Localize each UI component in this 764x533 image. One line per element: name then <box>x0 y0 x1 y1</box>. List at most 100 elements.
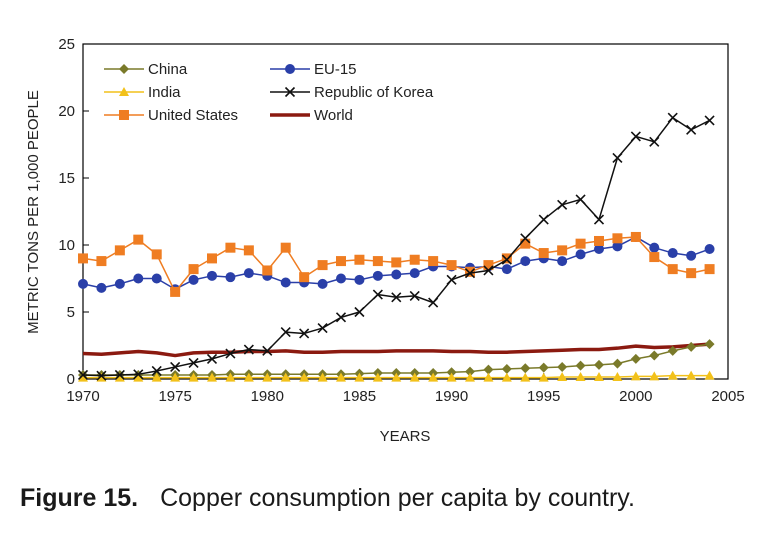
data-point-india <box>612 371 623 381</box>
data-point-united-states <box>538 248 549 259</box>
legend-label: EU-15 <box>314 61 357 78</box>
data-point-india <box>649 371 660 381</box>
data-point-india <box>243 372 254 382</box>
data-point-china <box>594 359 604 370</box>
x-tick-label: 1975 <box>158 388 191 405</box>
x-axis-title: YEARS <box>380 428 431 445</box>
data-point-united-states <box>151 249 162 260</box>
data-point-india <box>409 372 420 382</box>
y-axis-title: METRIC TONS PER 1,000 PEOPLE <box>25 90 42 334</box>
figure-label: Figure 15. <box>20 484 139 512</box>
data-point-china <box>630 353 641 364</box>
data-point-eu-15 <box>575 249 586 260</box>
data-point-united-states <box>372 256 383 267</box>
data-point-eu-15 <box>520 256 531 267</box>
data-point-republic-of-korea <box>483 265 494 276</box>
data-point-republic-of-korea <box>243 344 254 355</box>
data-point-united-states <box>336 256 346 267</box>
legend-item-united-states: United States <box>104 107 238 124</box>
legend-item-world: World <box>270 107 353 124</box>
data-point-republic-of-korea <box>667 112 678 123</box>
data-point-united-states <box>465 266 475 277</box>
legend: China EU-15 India Republic of Korea United S… <box>104 61 434 124</box>
data-point-china <box>465 366 475 377</box>
data-point-india <box>133 372 144 382</box>
data-point-republic-of-korea <box>446 274 457 285</box>
data-point-united-states <box>225 242 236 253</box>
legend-item-republic-of-korea: Republic of Korea <box>270 84 434 101</box>
data-point-eu-15 <box>391 269 402 280</box>
data-point-india <box>483 372 494 382</box>
plot-frame <box>82 43 729 380</box>
caption-text: Copper consumption per capita by country… <box>160 484 635 512</box>
data-point-united-states <box>483 260 494 271</box>
series-line-world <box>82 342 710 358</box>
series-india <box>78 370 715 382</box>
y-tick-label: 5 <box>67 304 75 321</box>
data-point-united-states <box>409 254 420 265</box>
data-point-eu-15 <box>317 278 328 289</box>
data-point-china <box>483 364 494 375</box>
data-point-eu-15 <box>649 242 660 253</box>
x-tick-label: 1970 <box>66 388 99 405</box>
data-point-republic-of-korea <box>501 254 512 265</box>
data-point-eu-15 <box>207 270 217 281</box>
y-tick-label: 25 <box>58 36 75 53</box>
data-point-china <box>501 363 512 374</box>
data-point-united-states <box>243 245 254 256</box>
data-point-republic-of-korea <box>77 369 89 381</box>
data-point-united-states <box>501 253 512 264</box>
legend-swatch-marker <box>119 64 129 74</box>
data-point-india <box>501 372 512 382</box>
data-point-republic-of-korea <box>593 214 605 225</box>
data-point-united-states <box>280 242 291 253</box>
data-point-republic-of-korea <box>151 365 162 377</box>
data-point-india <box>428 372 439 382</box>
data-point-republic-of-korea <box>280 327 291 338</box>
data-point-republic-of-korea <box>133 369 144 380</box>
legend-swatch-marker <box>285 64 295 74</box>
legend-label: World <box>314 107 353 124</box>
data-point-united-states <box>630 231 641 242</box>
x-tick-label: 2005 <box>711 388 744 405</box>
data-point-united-states <box>594 235 604 246</box>
data-point-china <box>667 345 678 356</box>
x-tick-label: 1985 <box>343 388 376 405</box>
data-point-china <box>612 358 623 369</box>
data-point-republic-of-korea <box>704 115 715 126</box>
data-point-republic-of-korea <box>170 361 181 373</box>
legend-label: China <box>148 61 188 78</box>
data-point-india <box>667 370 678 380</box>
data-point-china <box>446 367 457 378</box>
data-point-republic-of-korea <box>538 214 549 225</box>
data-point-china <box>649 350 660 361</box>
data-point-india <box>594 371 604 381</box>
data-point-republic-of-korea <box>206 353 218 364</box>
data-point-india <box>446 372 457 382</box>
data-point-india <box>207 372 217 382</box>
data-point-eu-15 <box>280 277 291 288</box>
series-united-states <box>78 231 715 297</box>
data-point-republic-of-korea <box>225 348 236 359</box>
x-tick-label: 1990 <box>435 388 468 405</box>
data-point-united-states <box>575 238 586 249</box>
data-point-united-states <box>299 272 310 283</box>
data-point-india <box>188 372 199 382</box>
data-point-eu-15 <box>114 278 125 289</box>
legend-swatch-marker <box>119 87 129 96</box>
data-point-republic-of-korea <box>262 345 273 356</box>
data-point-eu-15 <box>243 268 254 279</box>
data-point-india <box>686 370 697 380</box>
data-point-republic-of-korea <box>575 194 586 205</box>
data-point-india <box>465 372 475 382</box>
figure-caption: Figure 15. Copper consumption per capita … <box>20 484 635 513</box>
data-point-india <box>114 372 125 382</box>
data-point-republic-of-korea <box>96 370 107 381</box>
data-point-eu-15 <box>133 273 144 284</box>
y-tick-label: 0 <box>67 371 75 388</box>
y-tick-label: 10 <box>58 237 75 254</box>
data-point-china <box>575 360 586 371</box>
data-point-eu-15 <box>686 250 697 261</box>
data-point-india <box>630 371 641 381</box>
data-point-united-states <box>649 252 660 263</box>
